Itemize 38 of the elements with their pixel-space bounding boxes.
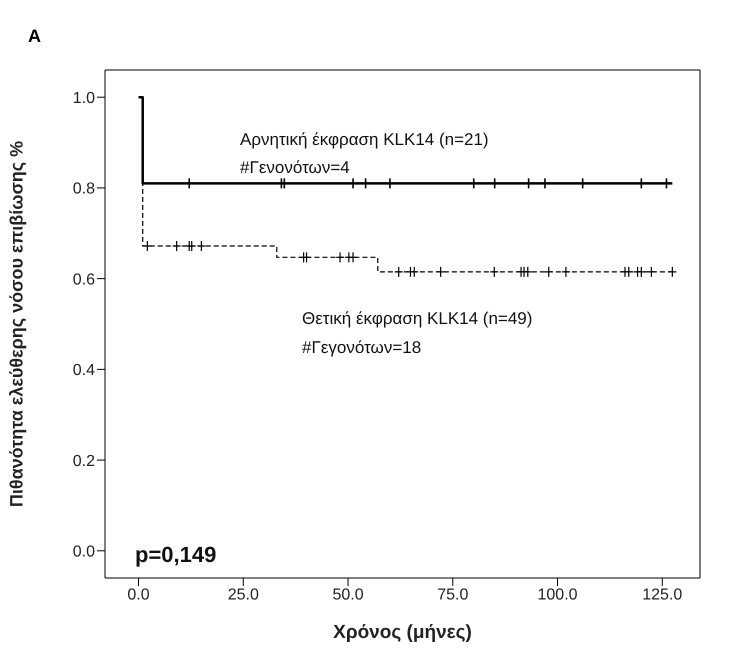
annotation: Αρνητική έκφραση KLK14 (n=21)	[240, 130, 489, 150]
x-tick-label: 50.0	[332, 586, 364, 604]
point	[624, 266, 634, 278]
point	[172, 240, 182, 252]
y-tick-label: 0.2	[72, 452, 96, 470]
point	[490, 266, 499, 278]
y-tick-label: 0.0	[72, 543, 96, 560]
y-tick-label: 0.6	[72, 271, 96, 288]
point	[187, 240, 196, 252]
point	[196, 240, 206, 252]
point	[394, 266, 404, 278]
point	[646, 266, 656, 278]
y-tick-label: 1.0	[72, 90, 96, 107]
chart-title: A	[28, 26, 41, 47]
x-tick-label: 100.0	[538, 586, 578, 604]
point	[544, 266, 554, 278]
point	[636, 266, 646, 278]
point	[335, 252, 345, 263]
x-tick-label: 0.0	[127, 586, 150, 604]
x-tick-label: 75.0	[437, 586, 468, 604]
annotation: p=0,149	[135, 542, 216, 568]
point	[410, 266, 419, 278]
point	[436, 266, 446, 278]
annotation: #Γενονότων=4	[240, 158, 350, 178]
x-tick-label: 125.0	[642, 586, 682, 604]
point	[348, 252, 358, 263]
annotation: #Γεγονότων=18	[302, 338, 422, 358]
y-tick-label: 0.8	[72, 180, 96, 198]
point	[523, 266, 532, 278]
y-axis-title: Πιθανότητα ελεύθερης νόσου επιβίωσης %	[6, 140, 26, 508]
x-axis-title: Χρόνος (μήνες)	[333, 622, 472, 643]
point	[302, 252, 312, 263]
point	[561, 266, 571, 278]
x-tick-label: 25.0	[228, 586, 259, 604]
annotation: Θετική έκφραση KLK14 (n=49)	[302, 309, 532, 329]
point	[142, 240, 152, 252]
point	[668, 266, 677, 278]
y-tick-label: 0.4	[72, 362, 96, 380]
